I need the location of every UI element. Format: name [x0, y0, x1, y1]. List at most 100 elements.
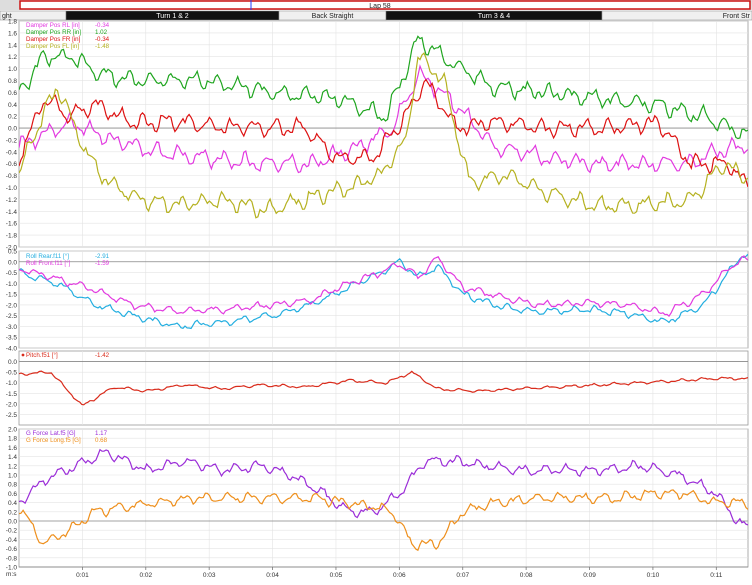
legend-value: 0.68	[95, 437, 108, 444]
legend-entry[interactable]: Roll Front.f11 [°] -1.59	[26, 260, 110, 267]
y-tick-label: 1.8	[8, 436, 17, 443]
x-tick-label: 0:11	[710, 572, 723, 579]
y-tick-label: -2.0	[6, 302, 18, 309]
panel-frame	[18, 428, 749, 568]
legend-name: Damper Pos RR [in]	[26, 29, 81, 36]
legend-entry[interactable]: Pitch.f51 [°] -1.42	[21, 352, 110, 359]
y-tick-label: 0.8	[8, 78, 17, 85]
y-tick-label: -1.2	[6, 197, 18, 204]
sector-4[interactable]: Front Str	[601, 10, 752, 21]
legend-name: G Force Lat.f5 [G]	[26, 430, 76, 437]
sector-2[interactable]: Back Straight	[278, 10, 387, 21]
y-tick-label: -1.0	[6, 185, 18, 192]
y-tick-label: -1.0	[6, 281, 18, 288]
y-tick-label: 1.2	[8, 463, 17, 470]
chart-panel-4: 2.0 1.8 1.6 1.4 1.2 1.0 0.8 0.6 0.4 0.2 0.0 -0.2 -0.…	[6, 427, 749, 572]
y-tick-label: -3.0	[6, 324, 18, 331]
legend-entry[interactable]: Damper Pos FL [in] -1.48	[26, 43, 110, 50]
series-line-2-1	[19, 253, 748, 330]
y-tick-label: -1.5	[6, 292, 18, 299]
y-tick-label: 0.2	[8, 509, 17, 516]
y-tick-label: -0.5	[6, 370, 18, 377]
legend-name: Roll Front.f11 [°]	[26, 260, 71, 267]
panel-frame	[18, 350, 749, 426]
y-tick-label: 1.6	[8, 445, 17, 452]
y-tick-label: -0.4	[6, 537, 18, 544]
y-tick-label: 1.2	[8, 54, 17, 61]
lap-bar[interactable]: Lap 58	[0, 0, 752, 10]
x-tick-label: 0:09	[583, 572, 596, 579]
sector-label: ght	[2, 13, 12, 20]
legend-value: -1.42	[95, 352, 110, 359]
y-tick-label: 1.4	[8, 454, 17, 461]
x-tick-label: 0:02	[139, 572, 152, 579]
series-line-1-3	[19, 78, 748, 188]
legend-entry[interactable]: Roll Rear.f11 [°] -2.91	[26, 253, 110, 260]
legend-name: Roll Rear.f11 [°]	[26, 253, 69, 260]
series-line-4-2	[19, 489, 748, 552]
chart-panel-3: 0.0 -0.5 -1.0 -1.5 -2.0 -2.5 Pitch.f51 [°] -1.4…	[6, 350, 749, 426]
legend-entry[interactable]: Damper Pos FR [in] -0.34	[26, 36, 110, 43]
panel-frame	[18, 20, 749, 248]
legend-entry[interactable]: G Force Lat.f5 [G] 1.17	[26, 430, 108, 437]
legend-value: -2.91	[95, 253, 110, 260]
y-tick-label: -0.8	[6, 173, 18, 180]
legend-entry[interactable]: Damper Pos RL [in] -0.34	[26, 22, 110, 29]
y-tick-label: -1.8	[6, 233, 18, 240]
x-tick-label: 0:07	[456, 572, 469, 579]
sector-label: Front Str	[723, 13, 751, 20]
sector-3[interactable]: Turn 3 & 4	[385, 10, 603, 21]
y-tick-label: -1.6	[6, 221, 18, 228]
y-tick-label: 0.8	[8, 482, 17, 489]
y-tick-label: -1.0	[6, 565, 18, 572]
y-tick-label: -0.8	[6, 555, 18, 562]
legend-entry[interactable]: Damper Pos RR [in] 1.02	[26, 29, 108, 36]
lap-bar-fill	[19, 0, 751, 10]
y-tick-label: -2.0	[6, 245, 18, 252]
legend-entry[interactable]: G Force Long.f5 [G] 0.68	[26, 437, 108, 444]
y-tick-label: 0.4	[8, 500, 17, 507]
x-tick-label: 0:01	[76, 572, 89, 579]
legend-value: -1.48	[95, 43, 110, 50]
chart-panel-2: 0.5 0.0 -0.5 -1.0 -1.5 -2.0 -2.5 -3.0 -3.5 -4.0 Ro…	[6, 249, 749, 353]
x-tick-label: 0:03	[203, 572, 216, 579]
y-tick-label: 0.6	[8, 90, 17, 97]
legend-name: Damper Pos FL [in]	[26, 43, 79, 50]
legend-marker	[21, 353, 25, 357]
y-tick-label: 1.4	[8, 42, 17, 49]
legend-name: G Force Long.f5 [G]	[26, 437, 81, 444]
x-axis: m:s 0:01 0:02 0:03 0:04 0:05 0:06 0:07 0:08 0:09 0…	[6, 566, 748, 579]
y-tick-label: -0.5	[6, 270, 18, 277]
series-line-3-1	[19, 370, 748, 406]
legend-name: Damper Pos RL [in]	[26, 22, 80, 29]
y-tick-label: -2.5	[6, 412, 18, 419]
x-tick-label: 0:10	[647, 572, 660, 579]
y-tick-label: 1.8	[8, 19, 17, 26]
panel-frame	[18, 250, 749, 349]
y-tick-label: 0.4	[8, 102, 17, 109]
legend-value: 1.02	[95, 29, 108, 36]
series-line-1-2	[19, 35, 748, 140]
legend-value: -1.59	[95, 260, 110, 267]
legend-name: Damper Pos FR [in]	[26, 36, 81, 43]
y-tick-label: 1.0	[8, 66, 17, 73]
y-tick-label: 0.0	[8, 126, 17, 133]
x-tick-label: 0:08	[520, 572, 533, 579]
y-tick-label: -2.5	[6, 313, 18, 320]
chart-panel-1: 1.8 1.6 1.4 1.2 1.0 0.8 0.6 0.4 0.2 0.0 -0.2 -0.4 -0…	[6, 19, 749, 252]
y-tick-label: 0.0	[8, 359, 17, 366]
y-tick-label: 0.0	[8, 519, 17, 526]
sector-label: Turn 1 & 2	[156, 13, 189, 20]
y-tick-label: -0.2	[6, 528, 18, 535]
legend-name: Pitch.f51 [°]	[26, 352, 58, 359]
series-line-1-4	[19, 52, 748, 219]
y-tick-label: 1.6	[8, 30, 17, 37]
sector-1[interactable]: Turn 1 & 2	[65, 10, 280, 21]
series-line-2-2	[19, 255, 748, 317]
y-tick-label: 0.0	[8, 259, 17, 266]
x-tick-label: 0:06	[393, 572, 406, 579]
y-tick-label: -4.0	[6, 346, 18, 353]
legend-value: -0.34	[95, 22, 110, 29]
